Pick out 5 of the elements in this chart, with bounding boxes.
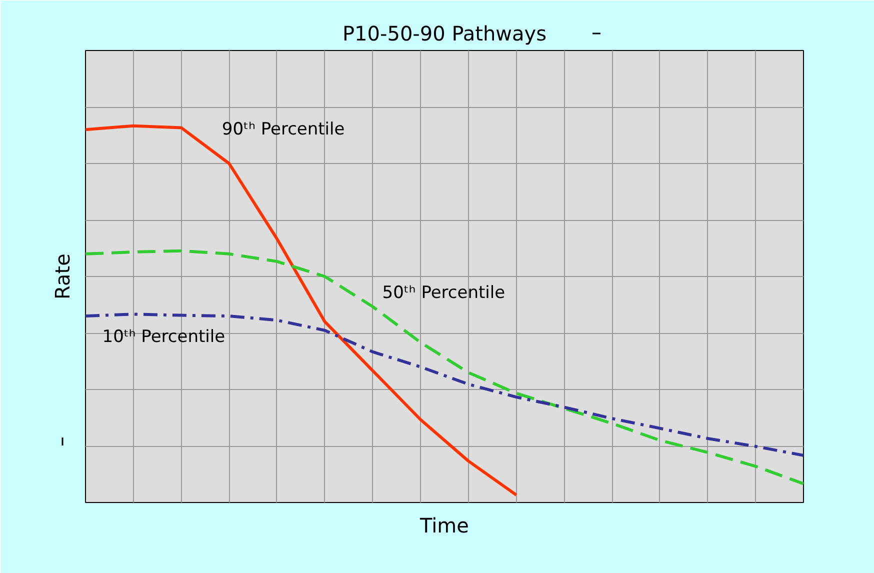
series-label: 90ᵗʰ Percentile — [222, 120, 345, 140]
y-axis-title: Rate — [50, 254, 74, 300]
x-axis-title: Time — [419, 514, 469, 538]
series-label: 10ᵗʰ Percentile — [102, 326, 226, 347]
series-label: 50ᵗʰ Percentile — [382, 283, 506, 304]
